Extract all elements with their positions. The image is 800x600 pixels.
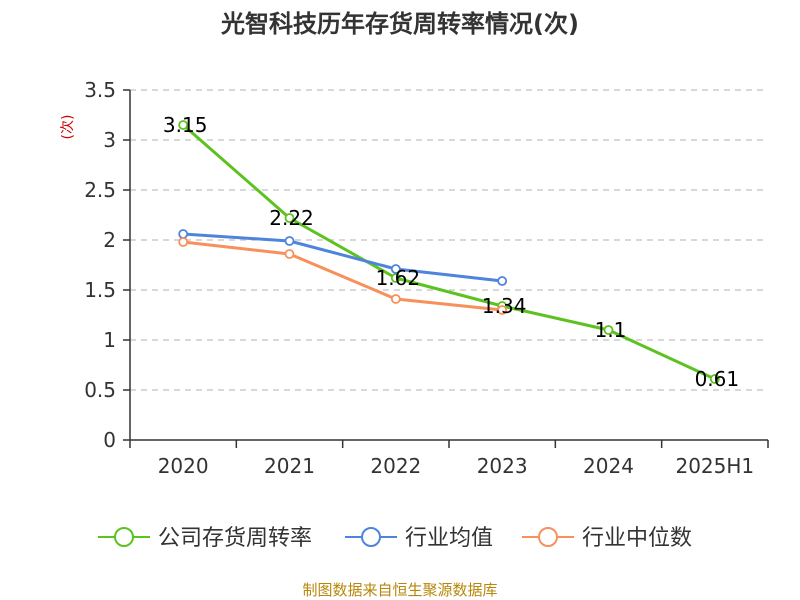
- grid-lines: [130, 89, 768, 391]
- data-label: 1.62: [376, 266, 421, 290]
- legend-item[interactable]: 行业均值: [345, 526, 493, 551]
- series-lines: [182, 123, 716, 381]
- series-points: [178, 120, 720, 384]
- legend-marker: [361, 527, 381, 547]
- legend[interactable]: 公司存货周转率 行业均值 行业中位数: [98, 526, 692, 551]
- data-point: [284, 236, 295, 246]
- y-tick-label: 1.5: [84, 278, 116, 302]
- data-point: [497, 305, 508, 315]
- x-tick-label: 2021: [264, 454, 315, 478]
- data-point: [709, 374, 720, 384]
- legend-marker: [538, 527, 558, 547]
- data-label: 2.22: [269, 206, 314, 230]
- data-label: 3.15: [163, 113, 208, 137]
- y-axis-label: (次): [60, 115, 76, 140]
- data-labels: 3.15 2.22 1.62 1.34 1.1 0.61: [163, 113, 739, 391]
- data-label: 1.1: [595, 318, 627, 342]
- y-tick-label: 1: [103, 328, 116, 352]
- chart-title: 光智科技历年存货周转率情况(次): [220, 10, 579, 38]
- y-tick-label: 3.5: [84, 78, 116, 102]
- x-tick-label: 2020: [158, 454, 209, 478]
- series-line: [182, 123, 716, 381]
- y-tick-label: 2: [103, 228, 116, 252]
- data-point: [284, 249, 295, 259]
- data-label: 0.61: [695, 367, 740, 391]
- legend-item[interactable]: 行业中位数: [522, 526, 692, 551]
- y-tick-label: 2.5: [84, 178, 116, 202]
- data-point: [178, 229, 189, 239]
- legend-item[interactable]: 公司存货周转率: [98, 526, 312, 551]
- legend-label: 行业均值: [405, 526, 493, 551]
- y-tick-labels: 0 0.5 1 1.5 2 2.5 3 3.5: [84, 78, 116, 452]
- x-tick-label: 2024: [583, 454, 634, 478]
- x-tick-labels: 2020 2021 2022 2023 2024 2025H1: [158, 454, 754, 478]
- axes: [123, 89, 769, 448]
- data-label: 1.34: [482, 294, 527, 318]
- data-point: [178, 120, 189, 130]
- source-note: 制图数据来自恒生聚源数据库: [302, 581, 497, 599]
- series-line: [183, 232, 503, 283]
- data-point: [390, 294, 401, 304]
- data-point: [497, 276, 508, 286]
- legend-label: 行业中位数: [582, 526, 692, 551]
- x-tick-label: 2025H1: [675, 454, 754, 478]
- y-tick-label: 0: [103, 428, 116, 452]
- data-point: [603, 325, 614, 335]
- legend-marker: [114, 527, 134, 547]
- data-point: [390, 264, 401, 274]
- y-tick-label: 0.5: [84, 378, 116, 402]
- data-point: [284, 213, 295, 223]
- legend-label: 公司存货周转率: [158, 526, 312, 551]
- data-point: [178, 237, 189, 247]
- x-tick-label: 2022: [370, 454, 421, 478]
- series-line: [183, 240, 503, 312]
- y-tick-label: 3: [103, 128, 116, 152]
- x-tick-label: 2023: [477, 454, 528, 478]
- data-point: [390, 273, 401, 283]
